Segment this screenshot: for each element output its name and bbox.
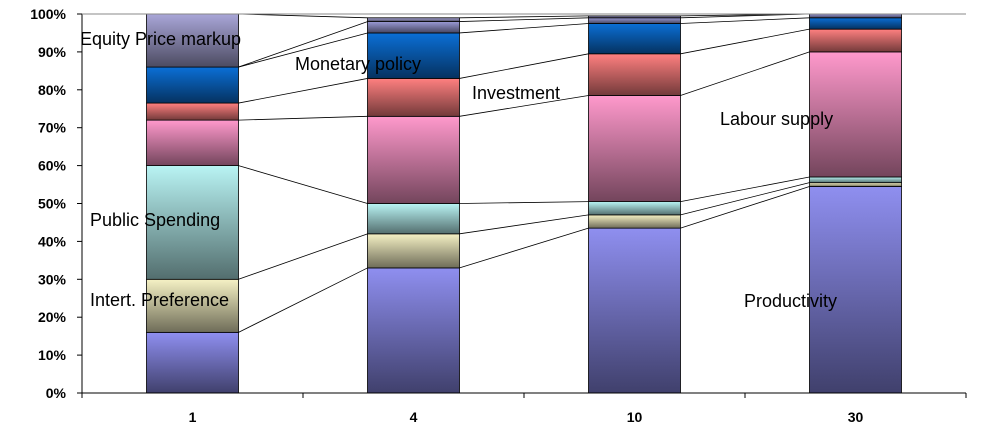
connector-line: [238, 78, 368, 104]
connector-line: [680, 51, 810, 96]
connector-line: [459, 95, 589, 117]
bar-segment: [809, 51, 902, 178]
bar-segment: [809, 13, 902, 19]
bar-segment: [367, 21, 460, 34]
bar-segment: [367, 267, 460, 394]
connector-line: [238, 233, 368, 280]
annotation-productivity: Productivity: [744, 291, 837, 311]
bar-segment: [809, 186, 902, 394]
bars: [146, 13, 902, 394]
annotation-public-spending: Public Spending: [90, 210, 220, 230]
y-tick-label: 80%: [38, 82, 67, 98]
connector-line: [680, 176, 810, 202]
connector-line: [459, 53, 589, 79]
connector-line: [459, 227, 589, 269]
bar-segment: [367, 78, 460, 117]
y-tick-label: 30%: [38, 271, 67, 287]
y-tick-label: 90%: [38, 44, 67, 60]
y-tick-label: 20%: [38, 309, 67, 325]
connector-lines: [238, 13, 810, 333]
bar-segment: [588, 227, 681, 394]
y-tick-label: 50%: [38, 196, 67, 212]
bar-segment: [809, 182, 902, 187]
bar-segment: [588, 53, 681, 96]
x-tick-label: 10: [627, 409, 643, 425]
bar-segment: [146, 66, 239, 104]
y-tick-label: 70%: [38, 120, 67, 136]
bar-segment: [367, 115, 460, 204]
x-tick-label: 4: [410, 409, 418, 425]
annotation-investment: Investment: [472, 83, 560, 103]
bar-segment: [146, 119, 239, 167]
bar-segment: [588, 214, 681, 229]
annotations: Equity Price markup Monetary policy Invest…: [80, 29, 837, 311]
bar-segment: [588, 15, 681, 19]
connector-line: [238, 165, 368, 204]
bar-segment: [809, 176, 902, 184]
connector-line: [680, 182, 810, 216]
y-tick-label: 10%: [38, 347, 67, 363]
y-tick-label: 0%: [46, 385, 67, 401]
annotation-intert-preference: Intert. Preference: [90, 290, 229, 310]
connector-line: [238, 13, 368, 19]
x-tick-label: 30: [848, 409, 864, 425]
bar-segment: [146, 102, 239, 121]
bar-segment: [367, 233, 460, 269]
connector-line: [459, 15, 589, 19]
connector-line: [459, 23, 589, 34]
connector-line: [238, 32, 368, 68]
bar-segment: [367, 17, 460, 22]
y-tick-label: 60%: [38, 158, 67, 174]
x-tick-label: 1: [189, 409, 197, 425]
y-tick-label: 40%: [38, 233, 67, 249]
connector-line: [238, 267, 368, 333]
bar-segment: [809, 17, 902, 30]
annotation-equity-price-markup: Equity Price markup: [80, 29, 241, 49]
bar-segment: [146, 165, 239, 280]
annotation-labour-supply: Labour supply: [720, 109, 833, 129]
connector-line: [238, 115, 368, 121]
connector-line: [459, 17, 589, 22]
bar-segment: [146, 331, 239, 394]
bar-segment: [588, 95, 681, 203]
connector-line: [238, 21, 368, 68]
y-tick-label: 100%: [30, 6, 66, 22]
connector-line: [459, 201, 589, 204]
bar-segment: [367, 203, 460, 235]
bar-segment: [588, 201, 681, 216]
connector-line: [680, 186, 810, 229]
annotation-monetary-policy: Monetary policy: [295, 54, 421, 74]
connector-line: [680, 17, 810, 24]
axes: 0% 10% 20% 30% 40% 50% 60% 70% 80% 90% 100% 1 4 10 30: [30, 6, 967, 425]
connector-line: [680, 28, 810, 55]
bar-segment: [588, 17, 681, 24]
bar-segment: [588, 23, 681, 55]
bar-segment: [146, 278, 239, 333]
bar-segment: [809, 28, 902, 53]
connector-line: [459, 214, 589, 235]
